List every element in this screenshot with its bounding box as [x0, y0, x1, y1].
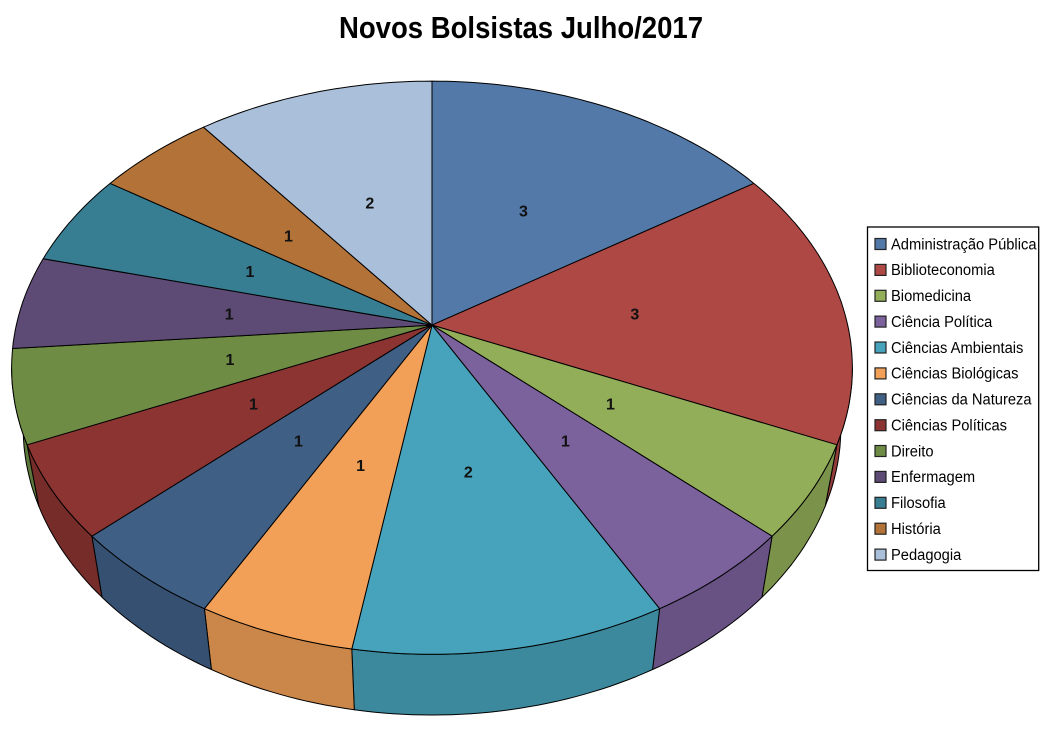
svg-text:1: 1 — [225, 352, 234, 369]
svg-text:Ciência Política: Ciência Política — [891, 314, 993, 331]
svg-text:1: 1 — [225, 306, 234, 323]
svg-text:3: 3 — [630, 306, 639, 323]
svg-text:2: 2 — [464, 464, 473, 481]
svg-text:Biomedicina: Biomedicina — [891, 288, 971, 305]
svg-text:1: 1 — [249, 396, 258, 413]
svg-text:1: 1 — [294, 433, 303, 450]
svg-text:Filosofia: Filosofia — [891, 495, 946, 512]
svg-text:3: 3 — [519, 204, 528, 221]
svg-text:Enfermagem: Enfermagem — [891, 469, 975, 486]
svg-text:1: 1 — [606, 396, 615, 413]
svg-text:Direito: Direito — [891, 443, 934, 460]
svg-text:2: 2 — [365, 196, 374, 213]
svg-text:1: 1 — [245, 264, 254, 281]
svg-text:Administração Pública: Administração Pública — [891, 236, 1037, 253]
svg-text:1: 1 — [356, 458, 365, 475]
svg-text:1: 1 — [284, 229, 293, 246]
svg-text:Ciências Políticas: Ciências Políticas — [891, 418, 1007, 435]
svg-text:Novos Bolsistas Julho/2017: Novos Bolsistas Julho/2017 — [339, 10, 703, 45]
svg-text:Ciências Biológicas: Ciências Biológicas — [891, 366, 1019, 383]
svg-text:Pedagogia: Pedagogia — [891, 547, 962, 564]
svg-text:Ciências Ambientais: Ciências Ambientais — [891, 340, 1024, 357]
svg-text:Biblioteconomia: Biblioteconomia — [891, 262, 995, 279]
svg-text:História: História — [891, 521, 941, 538]
svg-text:Ciências da Natureza: Ciências da Natureza — [891, 392, 1032, 409]
svg-text:1: 1 — [561, 433, 570, 450]
